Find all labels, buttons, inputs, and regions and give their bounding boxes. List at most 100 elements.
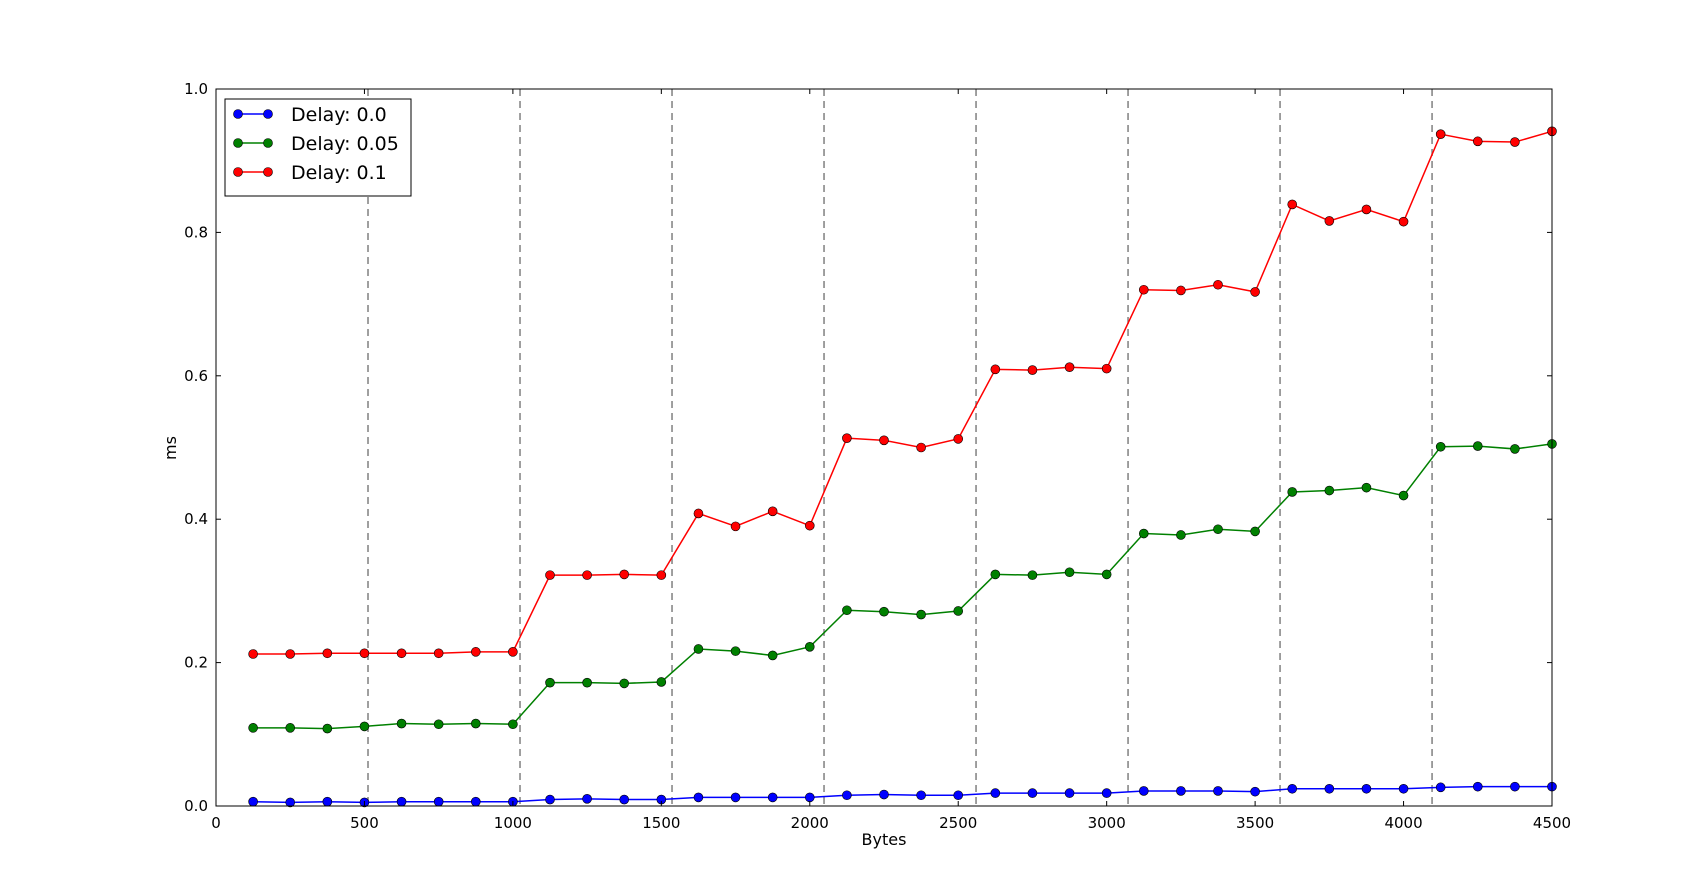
series-1	[248, 439, 1557, 734]
data-point-1-3	[359, 721, 370, 732]
data-point-1-33	[1472, 441, 1483, 451]
x-tick-label-7: 3500	[1236, 814, 1274, 832]
data-point-1-7	[508, 719, 518, 730]
data-point-0-22	[1064, 788, 1075, 798]
data-point-1-5	[433, 719, 444, 730]
series-line-1	[253, 443, 1553, 730]
data-point-0-21	[1027, 788, 1038, 798]
data-point-1-0	[248, 723, 258, 733]
data-point-0-33	[1472, 781, 1483, 792]
data-point-1-26	[1213, 524, 1223, 535]
legend-marker-end-0	[263, 109, 273, 119]
data-point-1-29	[1324, 485, 1335, 496]
data-point-1-27	[1250, 526, 1260, 537]
legend-marker-start-0	[233, 109, 243, 119]
data-point-0-5	[433, 796, 444, 807]
y-tick-label-4: 0.8	[184, 223, 208, 241]
series-2	[248, 126, 1557, 659]
data-point-0-13	[730, 792, 741, 803]
data-point-0-32	[1435, 782, 1446, 793]
data-point-1-28	[1287, 487, 1298, 497]
data-point-1-31	[1398, 490, 1409, 501]
data-point-2-32	[1435, 129, 1446, 139]
series-line-2	[253, 130, 1553, 655]
legend: Delay: 0.0 Delay: 0.05 Delay: 0.1	[224, 98, 412, 197]
data-point-2-30	[1361, 204, 1372, 215]
data-point-0-4	[396, 796, 407, 807]
data-point-0-31	[1398, 783, 1409, 794]
data-point-2-18	[916, 442, 926, 453]
data-point-2-3	[359, 648, 370, 659]
data-series	[248, 126, 1557, 808]
data-point-1-15	[804, 642, 815, 652]
legend-entry-2: Delay: 0.1	[233, 162, 387, 184]
x-tick-label-6: 3000	[1088, 814, 1126, 832]
data-point-0-15	[804, 792, 815, 803]
data-point-1-34	[1510, 444, 1520, 454]
data-point-2-11	[656, 570, 667, 580]
legend-marker-end-1	[263, 138, 273, 148]
x-tick-label-1: 500	[350, 814, 379, 832]
data-point-1-25	[1176, 530, 1186, 540]
data-point-2-12	[693, 508, 704, 519]
data-point-1-1	[285, 723, 296, 733]
x-tick-label-5: 2500	[939, 814, 977, 832]
legend-label-2: Delay: 0.1	[291, 162, 387, 184]
x-tick-label-3: 1500	[642, 814, 680, 832]
data-point-0-8	[545, 794, 555, 805]
plot-frame	[215, 88, 1553, 807]
x-tick-label-4: 2000	[791, 814, 829, 832]
data-point-1-13	[730, 646, 741, 656]
data-point-2-5	[433, 648, 444, 659]
data-point-1-16	[842, 605, 852, 616]
y-tick-label-3: 0.6	[184, 367, 208, 385]
data-point-0-28	[1287, 783, 1298, 794]
data-point-0-20	[990, 788, 1001, 798]
data-point-1-4	[396, 718, 407, 729]
series-0	[248, 781, 1557, 808]
data-point-2-27	[1250, 287, 1260, 297]
legend-label-1: Delay: 0.05	[291, 133, 399, 155]
y-axis-label: ms	[161, 436, 180, 460]
data-point-1-30	[1361, 482, 1372, 493]
data-point-0-14	[767, 792, 778, 803]
data-point-1-12	[693, 644, 704, 654]
data-point-0-1	[285, 797, 296, 808]
x-tick-label-8: 4000	[1384, 814, 1422, 832]
data-point-2-23	[1101, 363, 1112, 374]
axis-ticks: 0 500 1000 1500 2000 2500 3000 3500 4000 4500 0.0 0…	[184, 80, 1571, 832]
data-point-2-10	[619, 569, 630, 580]
data-point-1-9	[582, 677, 592, 688]
data-point-0-27	[1250, 786, 1260, 797]
data-point-1-2	[322, 723, 333, 734]
data-point-2-24	[1138, 284, 1149, 295]
data-point-1-32	[1435, 441, 1446, 452]
data-point-1-11	[656, 677, 667, 687]
data-point-0-24	[1138, 786, 1149, 796]
data-point-2-29	[1324, 216, 1335, 226]
data-point-1-14	[767, 650, 778, 661]
data-point-0-17	[879, 789, 889, 800]
data-point-2-16	[842, 433, 852, 443]
data-point-2-1	[285, 649, 296, 659]
data-point-1-19	[953, 606, 964, 616]
data-point-1-23	[1101, 569, 1112, 580]
data-point-1-22	[1064, 567, 1075, 578]
data-point-2-28	[1287, 199, 1298, 210]
data-point-0-6	[470, 796, 481, 807]
data-point-2-19	[953, 434, 964, 444]
data-point-2-9	[582, 570, 592, 580]
legend-entry-1: Delay: 0.05	[233, 133, 399, 155]
y-tick-label-2: 0.4	[184, 510, 208, 528]
y-tick-label-1: 0.2	[184, 654, 208, 672]
data-point-0-18	[916, 790, 926, 801]
data-point-0-10	[619, 794, 630, 805]
legend-marker-start-2	[233, 167, 243, 177]
data-point-2-33	[1472, 136, 1483, 147]
data-point-0-34	[1510, 781, 1520, 792]
data-point-2-20	[990, 364, 1001, 375]
data-point-2-21	[1027, 365, 1038, 375]
data-point-1-24	[1138, 528, 1149, 539]
data-point-1-10	[619, 678, 630, 689]
